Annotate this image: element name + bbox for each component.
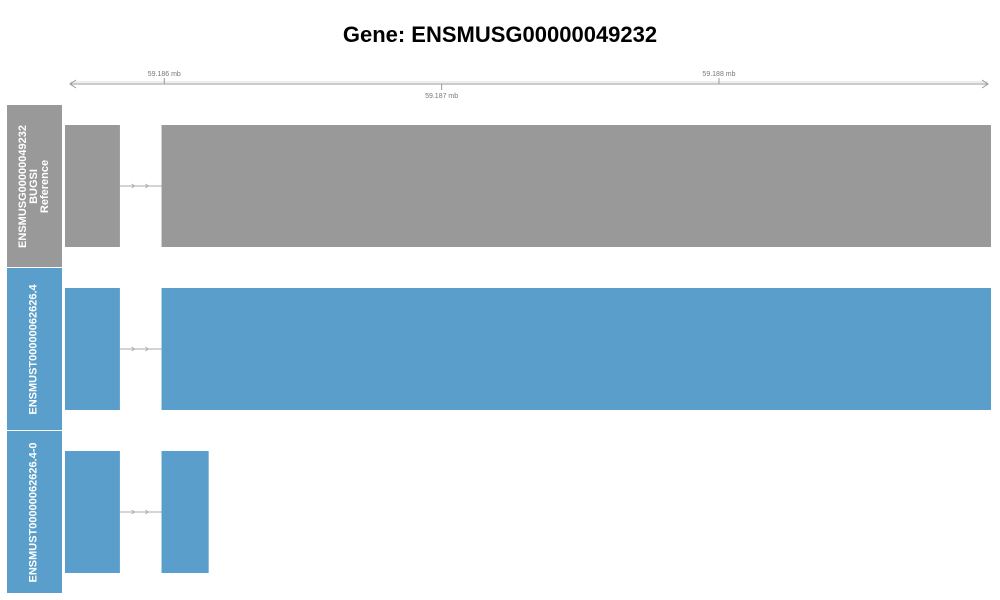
exon-block [161,288,992,410]
exon-block [65,288,120,410]
track-name-line: Reference [39,159,52,213]
track-label: ENSMUST00000062626.4-0 [7,431,62,593]
exon-block [65,451,120,573]
intron-arrow [145,509,150,515]
track-name-line: ENSMUST00000062626.4-0 [28,441,40,583]
track-label: ENSMUST00000062626.4 [7,268,62,430]
intron-arrow [145,183,150,189]
exon-block [161,125,992,247]
axis-left-arrow [69,79,77,89]
intron-arrow [131,346,136,352]
intron-arrow [131,183,136,189]
track-name-line: ENSMUST00000062626.4 [28,283,40,415]
exon-block [65,125,120,247]
genome-axis: 59.186 mb 59.187 mb 59.188 mb [69,71,989,100]
exon-block [161,451,209,573]
axis-tick-label: 59.186 mb [148,71,181,78]
intron-arrow [145,346,150,352]
track-label: ENSMUSG00000049232 BUGSI Reference [7,105,62,267]
page-title: Gene: ENSMUSG00000049232 [342,22,658,47]
axis-tick-label: 59.187 mb [425,93,458,100]
intron-arrow [131,509,136,515]
axis-right-arrow [981,79,989,89]
axis-tick-label: 59.188 mb [702,71,735,78]
